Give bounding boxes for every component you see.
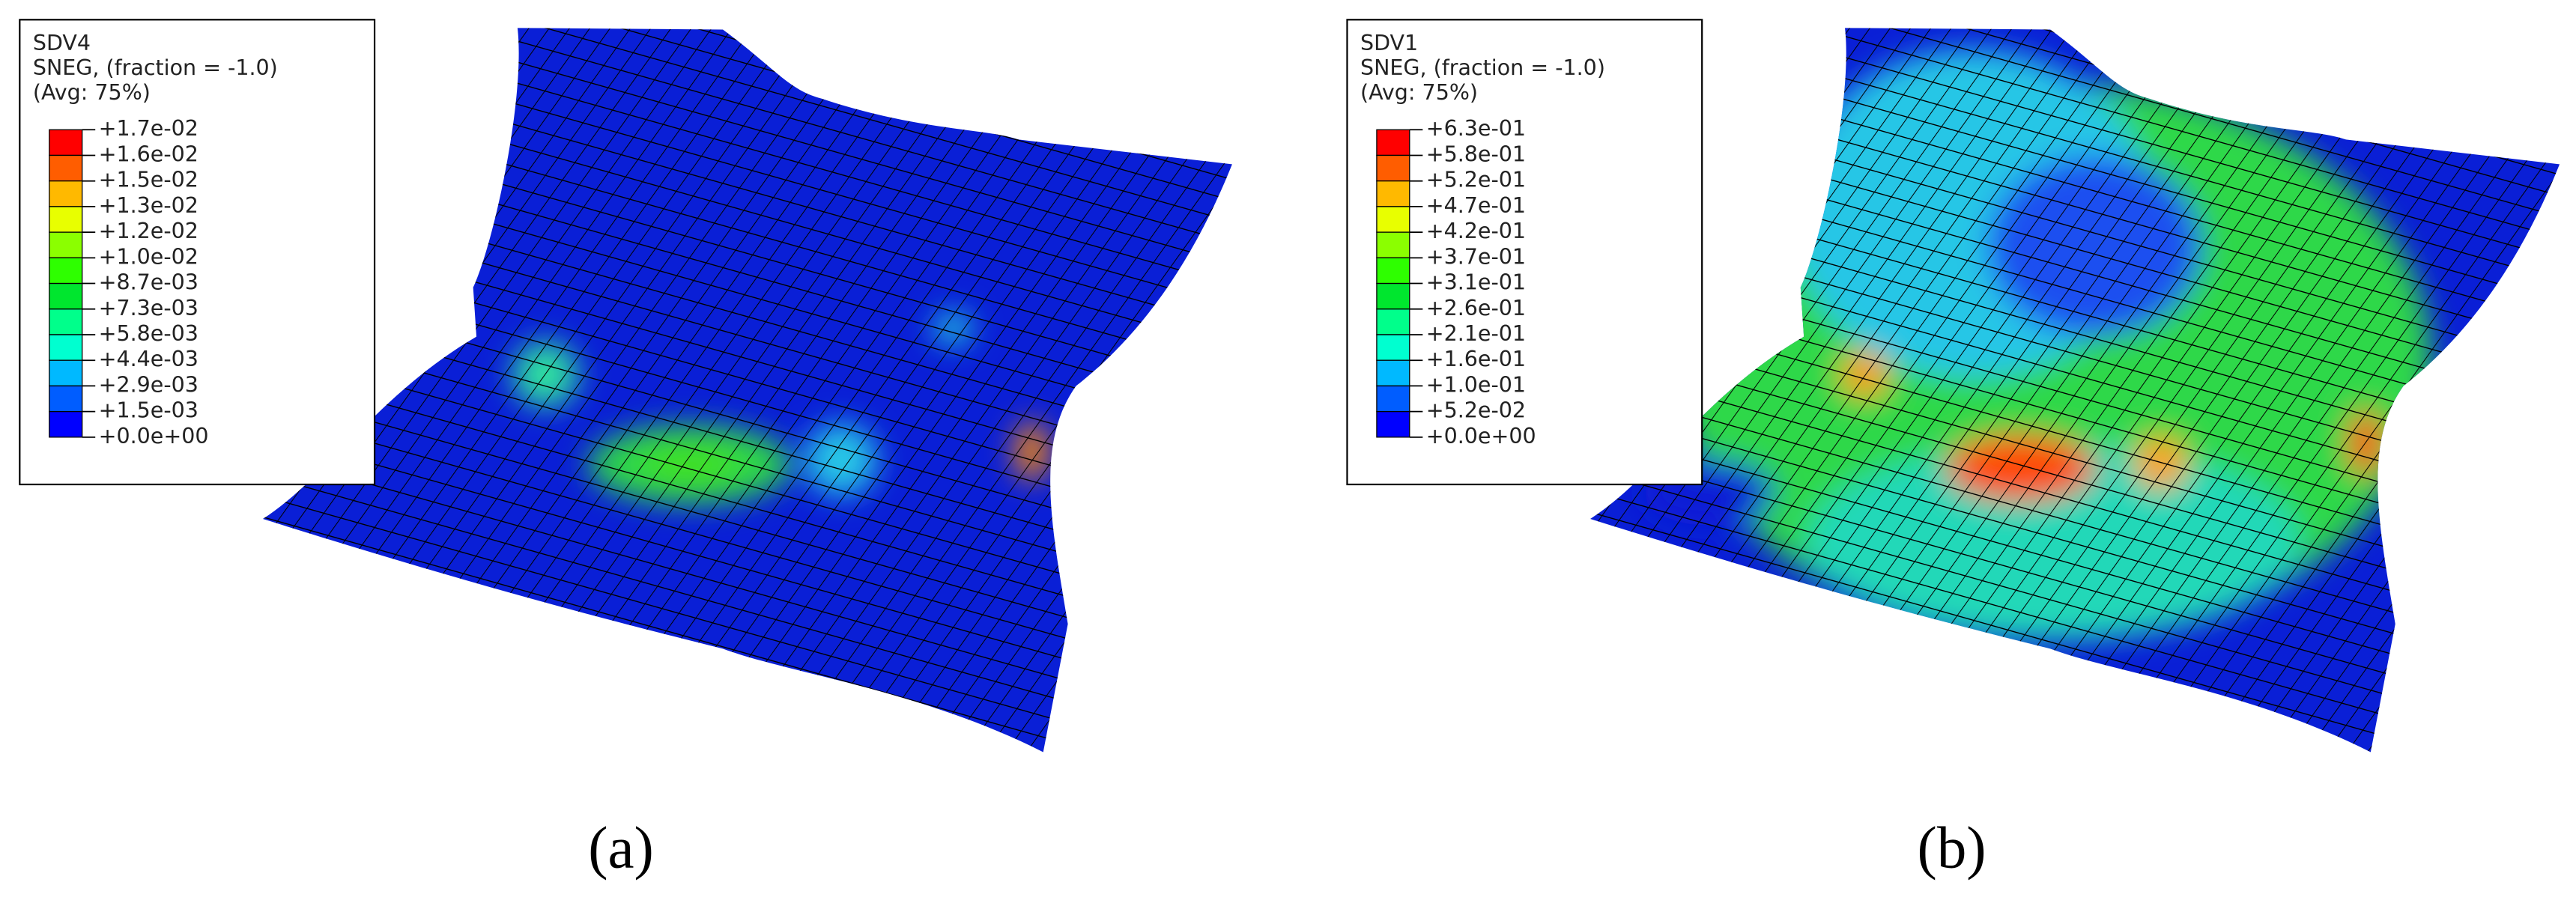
legend-level: +0.0e+00	[1426, 424, 1536, 449]
legend-level: +5.2e-01	[1426, 168, 1526, 192]
panel-label: (a)	[588, 816, 654, 881]
legend-swatch	[1376, 129, 1410, 156]
legend-level: +8.7e-03	[99, 270, 198, 295]
legend-swatch	[49, 154, 83, 182]
legend-swatch	[1376, 410, 1410, 438]
legend-swatch	[1376, 282, 1410, 310]
legend-level: +3.7e-01	[1426, 244, 1526, 269]
legend-swatch	[1376, 231, 1410, 258]
legend-averaging: (Avg: 75%)	[33, 80, 151, 105]
legend-swatch	[49, 410, 83, 438]
legend-swatch	[49, 180, 83, 207]
legend-level: +1.0e-01	[1426, 372, 1526, 397]
contour-plot-a	[262, 28, 1232, 753]
legend-swatch	[49, 257, 83, 285]
legend-swatch	[49, 359, 83, 387]
legend-section: SNEG, (fraction = -1.0)	[33, 55, 278, 80]
legend-level: +1.5e-03	[99, 398, 198, 423]
legend-level: +0.0e+00	[99, 424, 209, 449]
legend-level: +5.8e-01	[1426, 142, 1526, 166]
contour-plot-b	[1590, 28, 2560, 753]
legend-level: +2.6e-01	[1426, 296, 1526, 320]
legend-level: +4.2e-01	[1426, 219, 1526, 243]
legend-level: +2.9e-03	[99, 372, 198, 397]
legend-level: +5.8e-03	[99, 321, 198, 346]
legend-swatch	[49, 385, 83, 413]
legend-swatch	[1376, 180, 1410, 207]
legend-swatch	[49, 231, 83, 258]
legend-swatch	[49, 206, 83, 233]
legend-swatch	[49, 282, 83, 310]
legend-level: +1.3e-02	[99, 193, 198, 218]
legend-swatch	[1376, 206, 1410, 233]
legend-variable: SDV1	[1360, 31, 1418, 55]
legend-swatch	[1376, 334, 1410, 361]
legend-swatch	[1376, 359, 1410, 387]
legend-level: +3.1e-01	[1426, 270, 1526, 295]
legend-level: +1.0e-02	[99, 244, 198, 269]
legend-level: +1.5e-02	[99, 168, 198, 192]
legend-swatch	[49, 334, 83, 361]
legend-swatch	[1376, 257, 1410, 285]
legend-level: +1.7e-02	[99, 116, 198, 141]
legend-level: +1.6e-01	[1426, 347, 1526, 371]
legend-level: +4.7e-01	[1426, 193, 1526, 218]
legend-swatch	[1376, 154, 1410, 182]
legend-level: +2.1e-01	[1426, 321, 1526, 346]
legend-level: +4.4e-03	[99, 347, 198, 371]
legend-variable: SDV4	[33, 31, 91, 55]
legend-level: +1.6e-02	[99, 142, 198, 166]
legend-section: SNEG, (fraction = -1.0)	[1360, 55, 1605, 80]
legend-swatch	[1376, 308, 1410, 335]
legend-swatch	[49, 129, 83, 156]
legend-level: +1.2e-02	[99, 219, 198, 243]
legend-level: +6.3e-01	[1426, 116, 1526, 141]
legend-swatch	[1376, 385, 1410, 413]
legend-level: +5.2e-02	[1426, 398, 1526, 423]
legend-swatch	[49, 308, 83, 335]
panel-label: (b)	[1918, 816, 1986, 881]
legend-averaging: (Avg: 75%)	[1360, 80, 1478, 105]
legend-level: +7.3e-03	[99, 296, 198, 320]
